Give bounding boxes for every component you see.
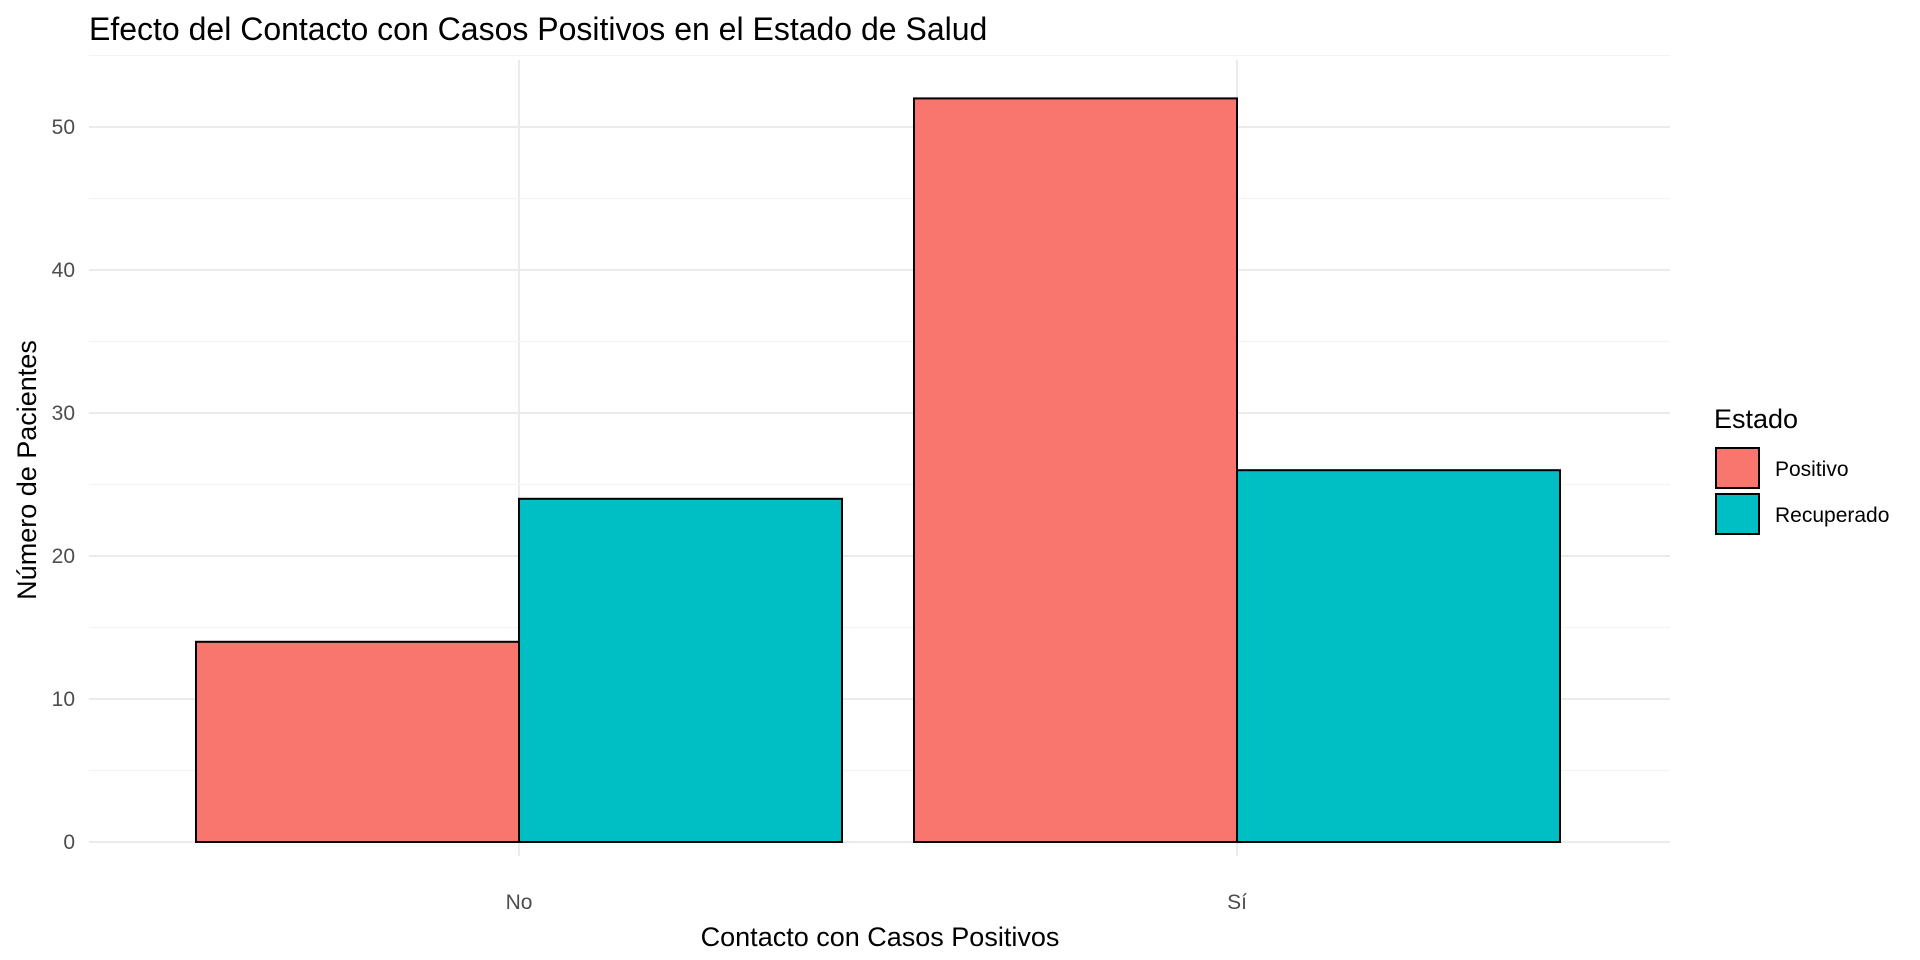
legend-label: Recuperado [1775, 504, 1889, 527]
legend-label: Positivo [1775, 458, 1849, 481]
legend: Estado Positivo Recuperado [1714, 404, 1889, 535]
x-axis-ticks: No Sí [506, 891, 1248, 914]
x-tick-label: Sí [1227, 891, 1247, 914]
legend-title: Estado [1714, 404, 1798, 434]
bar-recuperado-1 [1236, 469, 1561, 843]
x-axis-title: Contacto con Casos Positivos [701, 922, 1060, 952]
y-axis-ticks: 0 10 20 30 40 50 [52, 116, 75, 854]
bar-recuperado-0 [518, 497, 843, 843]
y-tick-label: 10 [52, 688, 75, 711]
y-tick-label: 20 [52, 545, 75, 568]
legend-items: Positivo Recuperado [1715, 447, 1889, 535]
legend-key-positivo [1715, 447, 1760, 489]
y-tick-label: 40 [52, 259, 75, 282]
chart-title: Efecto del Contacto con Casos Positivos … [89, 11, 987, 47]
y-tick-label: 0 [63, 831, 75, 854]
bar-positivo-1 [913, 97, 1238, 843]
x-tick-label: No [506, 891, 533, 914]
y-tick-label: 50 [52, 116, 75, 139]
legend-key-recuperado [1715, 493, 1760, 535]
y-axis-title: Número de Pacientes [12, 340, 42, 600]
y-tick-label: 30 [52, 402, 75, 425]
bar-positivo-0 [195, 640, 520, 843]
bar-layer [195, 97, 1561, 843]
